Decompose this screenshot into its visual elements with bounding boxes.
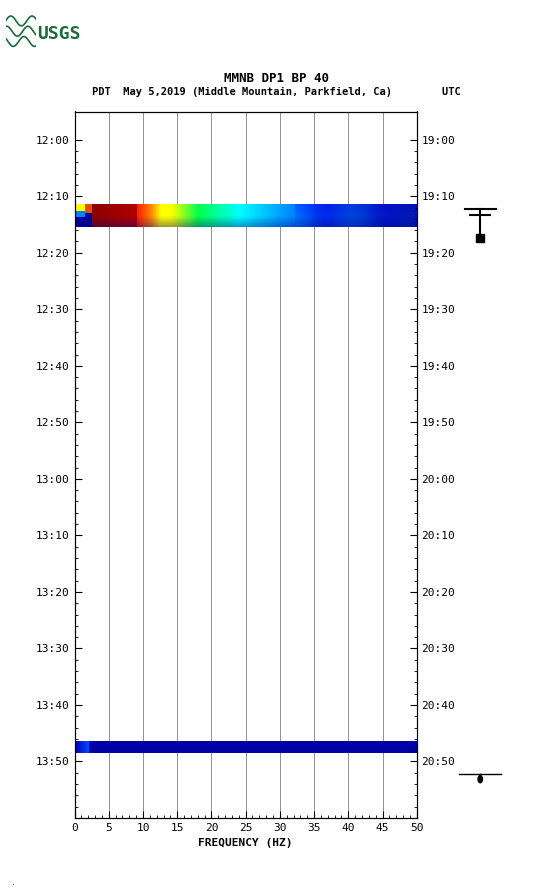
Text: MMNB DP1 BP 40: MMNB DP1 BP 40	[224, 72, 328, 85]
Text: USGS: USGS	[38, 25, 81, 43]
X-axis label: FREQUENCY (HZ): FREQUENCY (HZ)	[198, 838, 293, 848]
Text: .: .	[11, 878, 14, 887]
Text: PDT  May 5,2019 (Middle Mountain, Parkfield, Ca)        UTC: PDT May 5,2019 (Middle Mountain, Parkfie…	[92, 87, 460, 97]
